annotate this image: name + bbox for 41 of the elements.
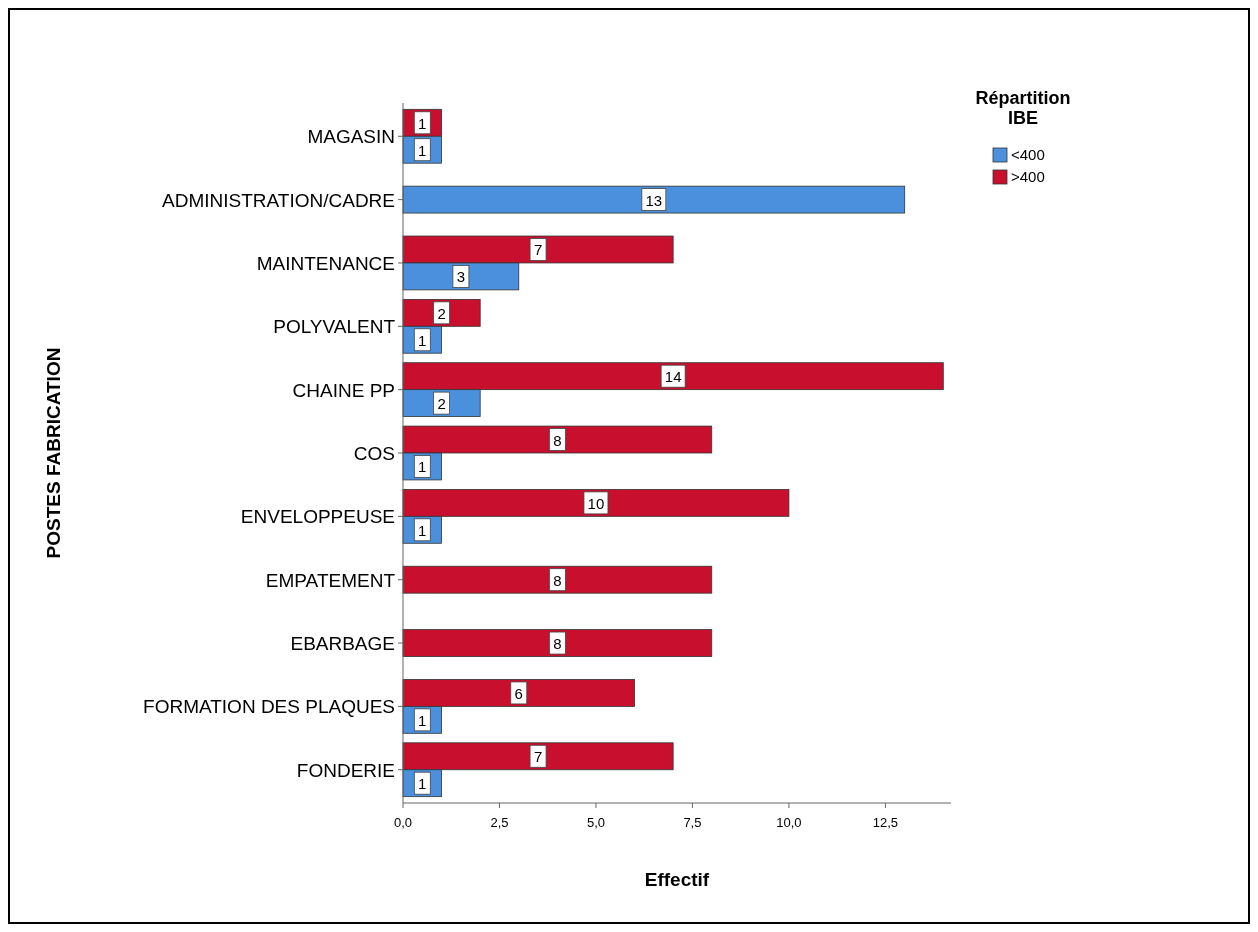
data-label: 14	[664, 368, 682, 386]
data-label: 1	[418, 114, 427, 132]
data-label: 1	[418, 331, 427, 349]
data-label: 8	[553, 431, 562, 449]
x-tick-label: 12,5	[872, 815, 899, 830]
y-tick-label: FONDERIE	[296, 759, 395, 781]
y-axis-title: POSTES FABRICATION	[43, 347, 64, 559]
data-label: 8	[553, 571, 562, 589]
y-tick-label: COS	[353, 443, 395, 464]
data-label: 2	[437, 395, 446, 413]
data-label: 7	[533, 748, 543, 766]
data-label: 1	[418, 711, 427, 729]
x-tick-label: 7,5	[683, 815, 702, 830]
y-tick-label: FORMATION DES PLAQUES	[143, 696, 395, 718]
x-tick-label: 2,5	[490, 815, 509, 830]
data-label: 1	[418, 141, 427, 159]
data-label: 1	[418, 521, 427, 539]
data-label: 6	[514, 684, 523, 702]
data-label: 8	[553, 635, 562, 653]
legend-label: <400	[1011, 146, 1045, 163]
data-label: 2	[437, 304, 446, 322]
data-label: 3	[456, 268, 466, 286]
legend-label: >400	[1011, 168, 1045, 185]
y-tick-label: CHAINE PP	[292, 379, 395, 401]
y-tick-label: ADMINISTRATION/CADRE	[162, 189, 395, 211]
data-label: 7	[533, 241, 543, 259]
data-label: 1	[418, 775, 427, 793]
y-tick-label: EMPATEMENT	[265, 569, 396, 591]
y-tick-label: MAINTENANCE	[256, 252, 395, 274]
data-label: 1	[418, 458, 427, 476]
data-label: 10	[587, 494, 605, 512]
data-label: 13	[645, 191, 663, 209]
y-tick-label: MAGASIN	[307, 126, 395, 148]
legend-title: Répartition IBE	[974, 88, 1072, 128]
y-tick-label: ENVELOPPEUSE	[240, 506, 395, 528]
x-axis-title: Effectif	[644, 869, 710, 890]
y-tick-label: EBARBAGE	[290, 633, 395, 655]
x-tick-label: 10,0	[776, 815, 802, 830]
x-tick-label: 5,0	[586, 815, 605, 830]
y-tick-label: POLYVALENT	[273, 316, 396, 338]
x-tick-label: 0,0	[393, 815, 413, 830]
